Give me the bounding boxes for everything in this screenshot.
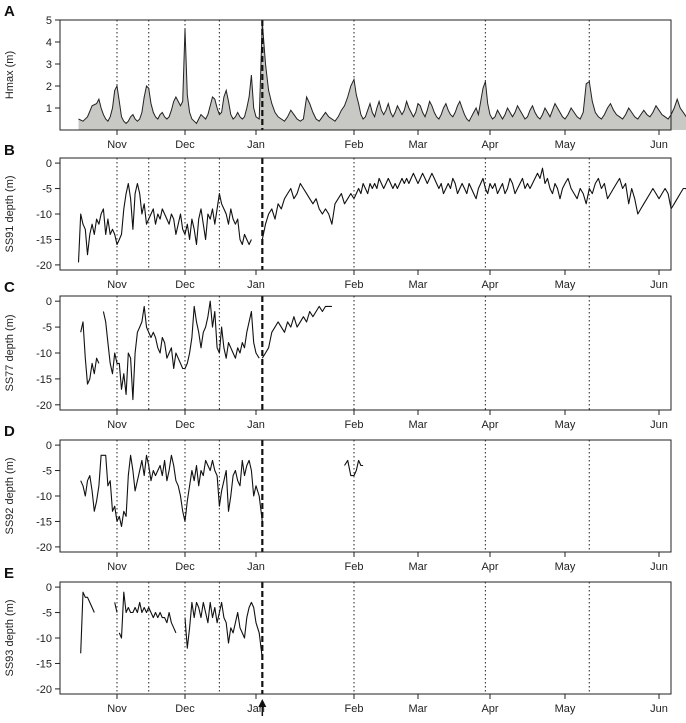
x-tick-label: Feb — [345, 279, 364, 291]
x-tick-label: Apr — [481, 561, 498, 573]
depth-line — [77, 182, 252, 263]
plot-frame — [59, 157, 672, 271]
depth-line — [80, 454, 263, 528]
y-tick-label: -10 — [36, 348, 52, 360]
depth-line — [102, 300, 260, 401]
panel-letter: B — [4, 142, 15, 159]
y-tick-label: -15 — [36, 374, 52, 386]
panel-letter: D — [4, 423, 15, 440]
y-tick-label: -20 — [36, 400, 52, 412]
y-tick-label: 0 — [46, 582, 52, 594]
depth-line — [114, 602, 118, 613]
x-tick-label: Nov — [107, 703, 127, 715]
x-tick-label: May — [555, 703, 576, 715]
x-tick-label: Feb — [345, 561, 364, 573]
x-tick-label: Nov — [107, 561, 127, 573]
panel-c: C SS77 depth (m) 0 -5 -10 -15 -20 Nov Dec Jan Feb M… — [4, 279, 672, 431]
hmax-area — [78, 22, 686, 130]
x-tick-label: Dec — [175, 561, 195, 573]
x-tick-label: Nov — [107, 279, 127, 291]
x-tick-label: Dec — [175, 703, 195, 715]
plot-frame — [59, 19, 672, 131]
hmax-line — [78, 22, 686, 125]
y-tick-label: -10 — [36, 209, 52, 221]
panel-letter: A — [4, 3, 15, 20]
y-tick-label: -15 — [36, 658, 52, 670]
x-tick-label: Feb — [345, 703, 364, 715]
x-tick-label: Jun — [650, 561, 668, 573]
y-tick-label: -10 — [36, 633, 52, 645]
y-tick-label: -20 — [36, 260, 52, 272]
y-tick-label: -10 — [36, 491, 52, 503]
panel-a: A Hmax (m) 1 2 3 4 5 Nov Dec Jan Feb Mar Apr May Jun — [4, 3, 686, 151]
x-tick-label: Mar — [409, 561, 428, 573]
x-tick-label: Nov — [107, 139, 127, 151]
x-tick-label: Dec — [175, 139, 195, 151]
x-tick-label: May — [555, 139, 576, 151]
panel-b: B SS91 depth (m) 0 -5 -10 -15 -20 Nov Dec Jan Feb M… — [4, 142, 686, 291]
x-tick-label: Jan — [247, 561, 265, 573]
panel-letter: C — [4, 279, 15, 296]
x-tick-label: Jun — [650, 419, 668, 431]
plot-frame — [59, 295, 672, 411]
x-tick-label: Apr — [481, 419, 498, 431]
y-axis-label: SS93 depth (m) — [4, 599, 16, 676]
panel-d: D SS92 depth (m) 0 -5 -10 -15 -20 Nov Dec Jan Feb M… — [4, 423, 672, 573]
y-axis-label: Hmax (m) — [4, 51, 16, 99]
x-tick-label: Feb — [345, 139, 364, 151]
y-tick-label: 4 — [46, 37, 52, 49]
y-axis-label: SS92 depth (m) — [4, 457, 16, 534]
event-arrow-icon — [258, 699, 267, 707]
x-tick-label: Dec — [175, 419, 195, 431]
y-tick-label: -20 — [36, 684, 52, 696]
x-tick-label: May — [555, 561, 576, 573]
y-tick-label: 0 — [46, 296, 52, 308]
x-tick-label: Jan — [247, 139, 265, 151]
x-tick-label: Nov — [107, 419, 127, 431]
x-tick-label: Apr — [481, 703, 498, 715]
x-tick-label: Apr — [481, 279, 498, 291]
y-tick-label: -5 — [42, 608, 52, 620]
x-tick-label: Apr — [481, 139, 498, 151]
y-tick-label: -5 — [42, 322, 52, 334]
depth-line — [344, 459, 364, 477]
x-tick-label: Dec — [175, 279, 195, 291]
depth-line — [80, 591, 95, 654]
x-tick-label: Jan — [247, 279, 265, 291]
x-tick-label: Mar — [409, 279, 428, 291]
y-tick-label: 0 — [46, 158, 52, 170]
x-tick-label: Mar — [409, 139, 428, 151]
x-tick-label: Feb — [345, 419, 364, 431]
depth-line — [118, 591, 177, 639]
plot-frame — [59, 581, 672, 695]
x-tick-label: Jun — [650, 279, 668, 291]
x-tick-label: May — [555, 279, 576, 291]
x-tick-label: Mar — [409, 419, 428, 431]
y-axis-label: SS77 depth (m) — [4, 314, 16, 391]
depth-line — [261, 167, 686, 240]
depth-line — [80, 321, 100, 385]
depth-line — [261, 305, 332, 359]
y-tick-label: 1 — [46, 103, 52, 115]
y-tick-label: -15 — [36, 516, 52, 528]
x-tick-label: Jun — [650, 139, 668, 151]
x-tick-label: Jun — [650, 703, 668, 715]
x-tick-label: May — [555, 419, 576, 431]
y-tick-label: -20 — [36, 542, 52, 554]
x-tick-label: Mar — [409, 703, 428, 715]
y-tick-label: 2 — [46, 81, 52, 93]
y-tick-label: 0 — [46, 440, 52, 452]
y-tick-label: -15 — [36, 234, 52, 246]
y-tick-label: -5 — [42, 184, 52, 196]
y-tick-label: 3 — [46, 59, 52, 71]
depth-line — [184, 601, 263, 659]
x-tick-label: Jan — [247, 419, 265, 431]
y-axis-label: SS91 depth (m) — [4, 175, 16, 252]
plot-frame — [59, 439, 672, 553]
y-tick-label: 5 — [46, 15, 52, 27]
y-tick-label: -5 — [42, 466, 52, 478]
panel-letter: E — [4, 565, 14, 582]
